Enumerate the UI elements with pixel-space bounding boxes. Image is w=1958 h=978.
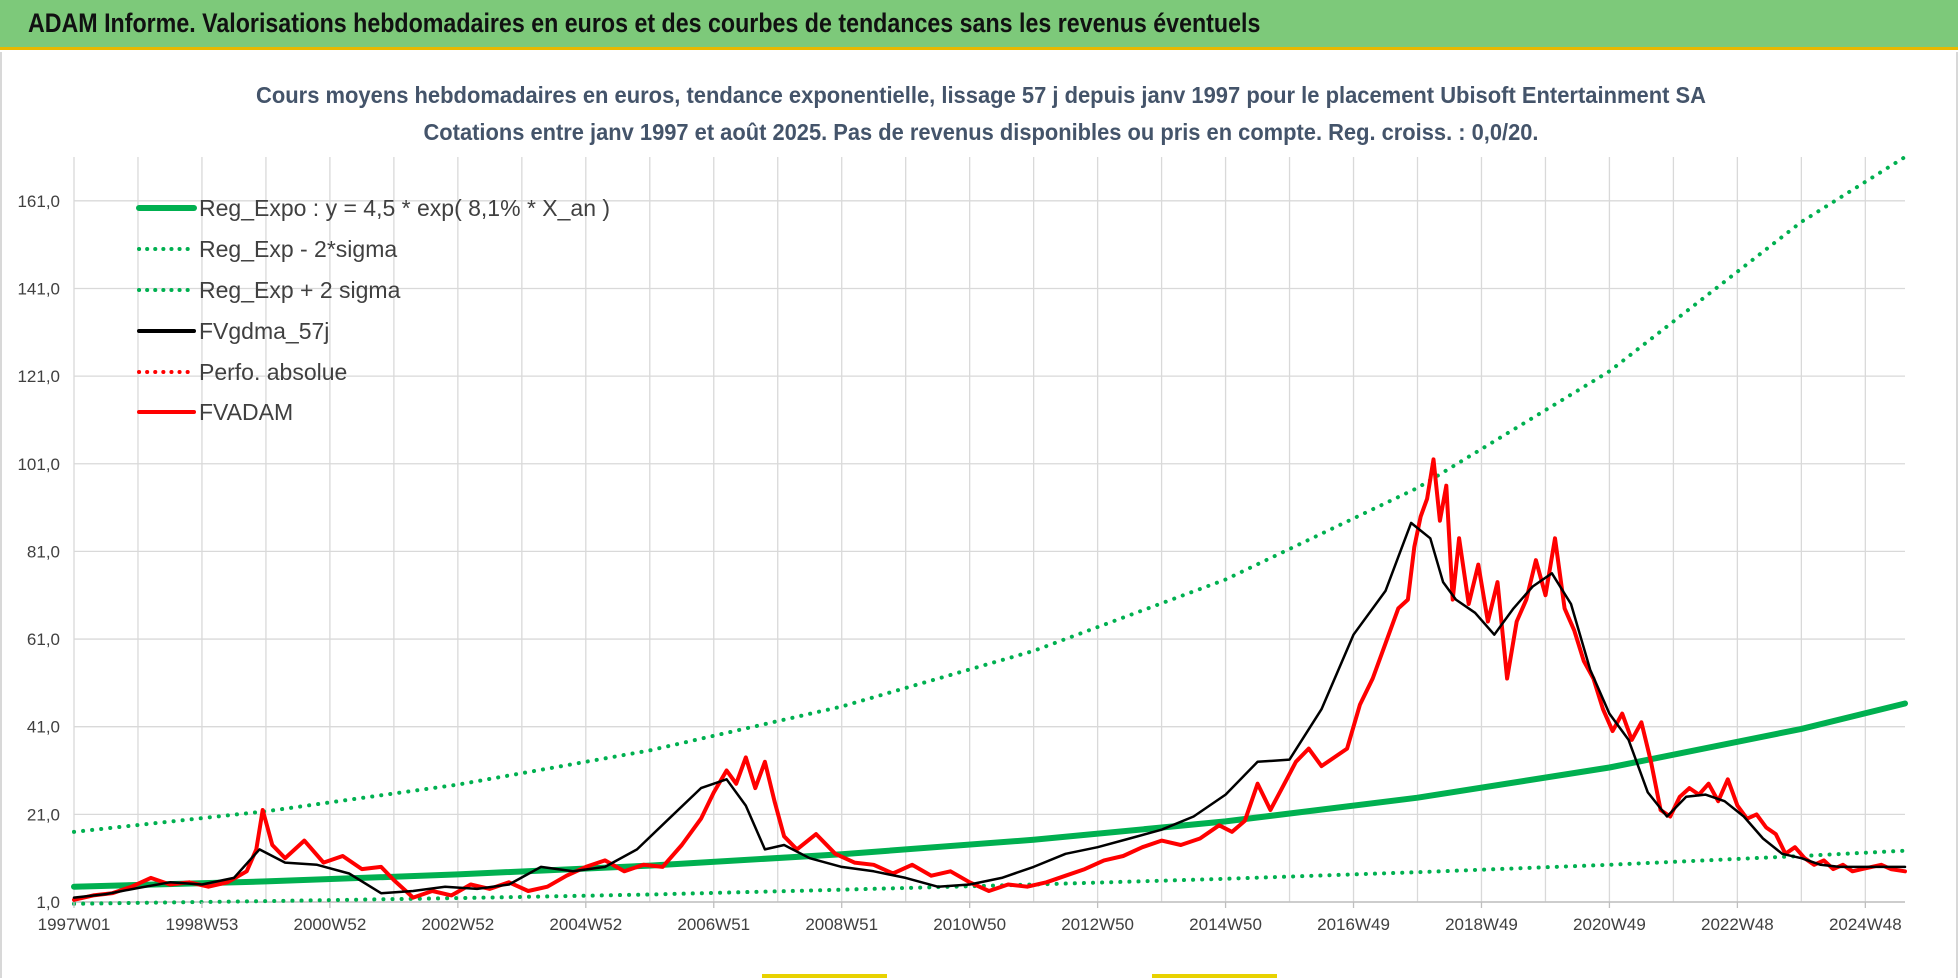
grid	[73, 157, 1905, 903]
x-tick-label: 2002W52	[421, 915, 494, 934]
y-tick-label: 121,0	[17, 367, 60, 386]
report-banner: ADAM Informe. Valorisations hebdomadaire…	[0, 0, 1958, 50]
y-tick-label: 41,0	[27, 718, 60, 737]
legend-label: Reg_Exp + 2 sigma	[199, 277, 401, 303]
series-line-2	[72, 155, 1907, 834]
bottom-accent	[1152, 974, 1277, 978]
series-line-0	[71, 700, 1908, 890]
legend-label: FVADAM	[199, 399, 293, 425]
y-tick-label: 1,0	[36, 893, 60, 912]
y-tick-label: 101,0	[17, 455, 60, 474]
legend-label: FVgdma_57j	[199, 318, 329, 344]
x-tick-label: 2022W48	[1701, 915, 1774, 934]
y-axis: 1,0 21,0 41,0 61,0 81,0 101,0 121,0 141,0 161,0	[17, 192, 60, 912]
x-tick-label: 2024W48	[1829, 915, 1902, 934]
legend-label: Reg_Expo : y = 4,5 * exp( 8,1% * X_an )	[199, 195, 610, 221]
y-tick-label: 61,0	[27, 630, 60, 649]
x-tick-label: 2012W50	[1061, 915, 1134, 934]
x-tick-label: 2010W50	[933, 915, 1006, 934]
chart-title: Cours moyens hebdomadaires en euros, ten…	[256, 82, 1706, 108]
x-tick-label: 2000W52	[294, 915, 367, 934]
legend-label: Perfo. absolue	[199, 359, 347, 385]
report-title: ADAM Informe. Valorisations hebdomadaire…	[28, 8, 1261, 38]
x-tick-label: 2004W52	[549, 915, 622, 934]
y-tick-label: 81,0	[27, 542, 60, 561]
x-axis: 1997W01 1998W53 2000W52 2002W52 2004W52 2006W…	[38, 902, 1902, 934]
y-tick-label: 21,0	[27, 805, 60, 824]
x-tick-label: 2020W49	[1573, 915, 1646, 934]
x-tick-label: 2008W51	[805, 915, 878, 934]
series-layer	[71, 155, 1908, 906]
x-tick-label: 2006W51	[677, 915, 750, 934]
x-tick-label: 2016W49	[1317, 915, 1390, 934]
x-tick-label: 1998W53	[166, 915, 239, 934]
chart-subtitle: Cotations entre janv 1997 et août 2025. …	[424, 119, 1539, 145]
y-tick-label: 161,0	[17, 192, 60, 211]
line-chart: Cours moyens hebdomadaires en euros, ten…	[17, 82, 1908, 934]
x-tick-label: 2018W49	[1445, 915, 1518, 934]
legend-label: Reg_Exp - 2*sigma	[199, 236, 397, 262]
bottom-accent	[762, 974, 887, 978]
x-tick-label: 1997W01	[38, 915, 111, 934]
chart-frame: Cours moyens hebdomadaires en euros, ten…	[0, 52, 1958, 978]
legend: Reg_Expo : y = 4,5 * exp( 8,1% * X_an ) R…	[136, 195, 610, 425]
y-tick-label: 141,0	[17, 279, 60, 298]
series-line-3	[72, 521, 1907, 899]
x-tick-label: 2014W50	[1189, 915, 1262, 934]
series-line-1	[72, 848, 1907, 906]
series-line-5	[72, 457, 1907, 902]
